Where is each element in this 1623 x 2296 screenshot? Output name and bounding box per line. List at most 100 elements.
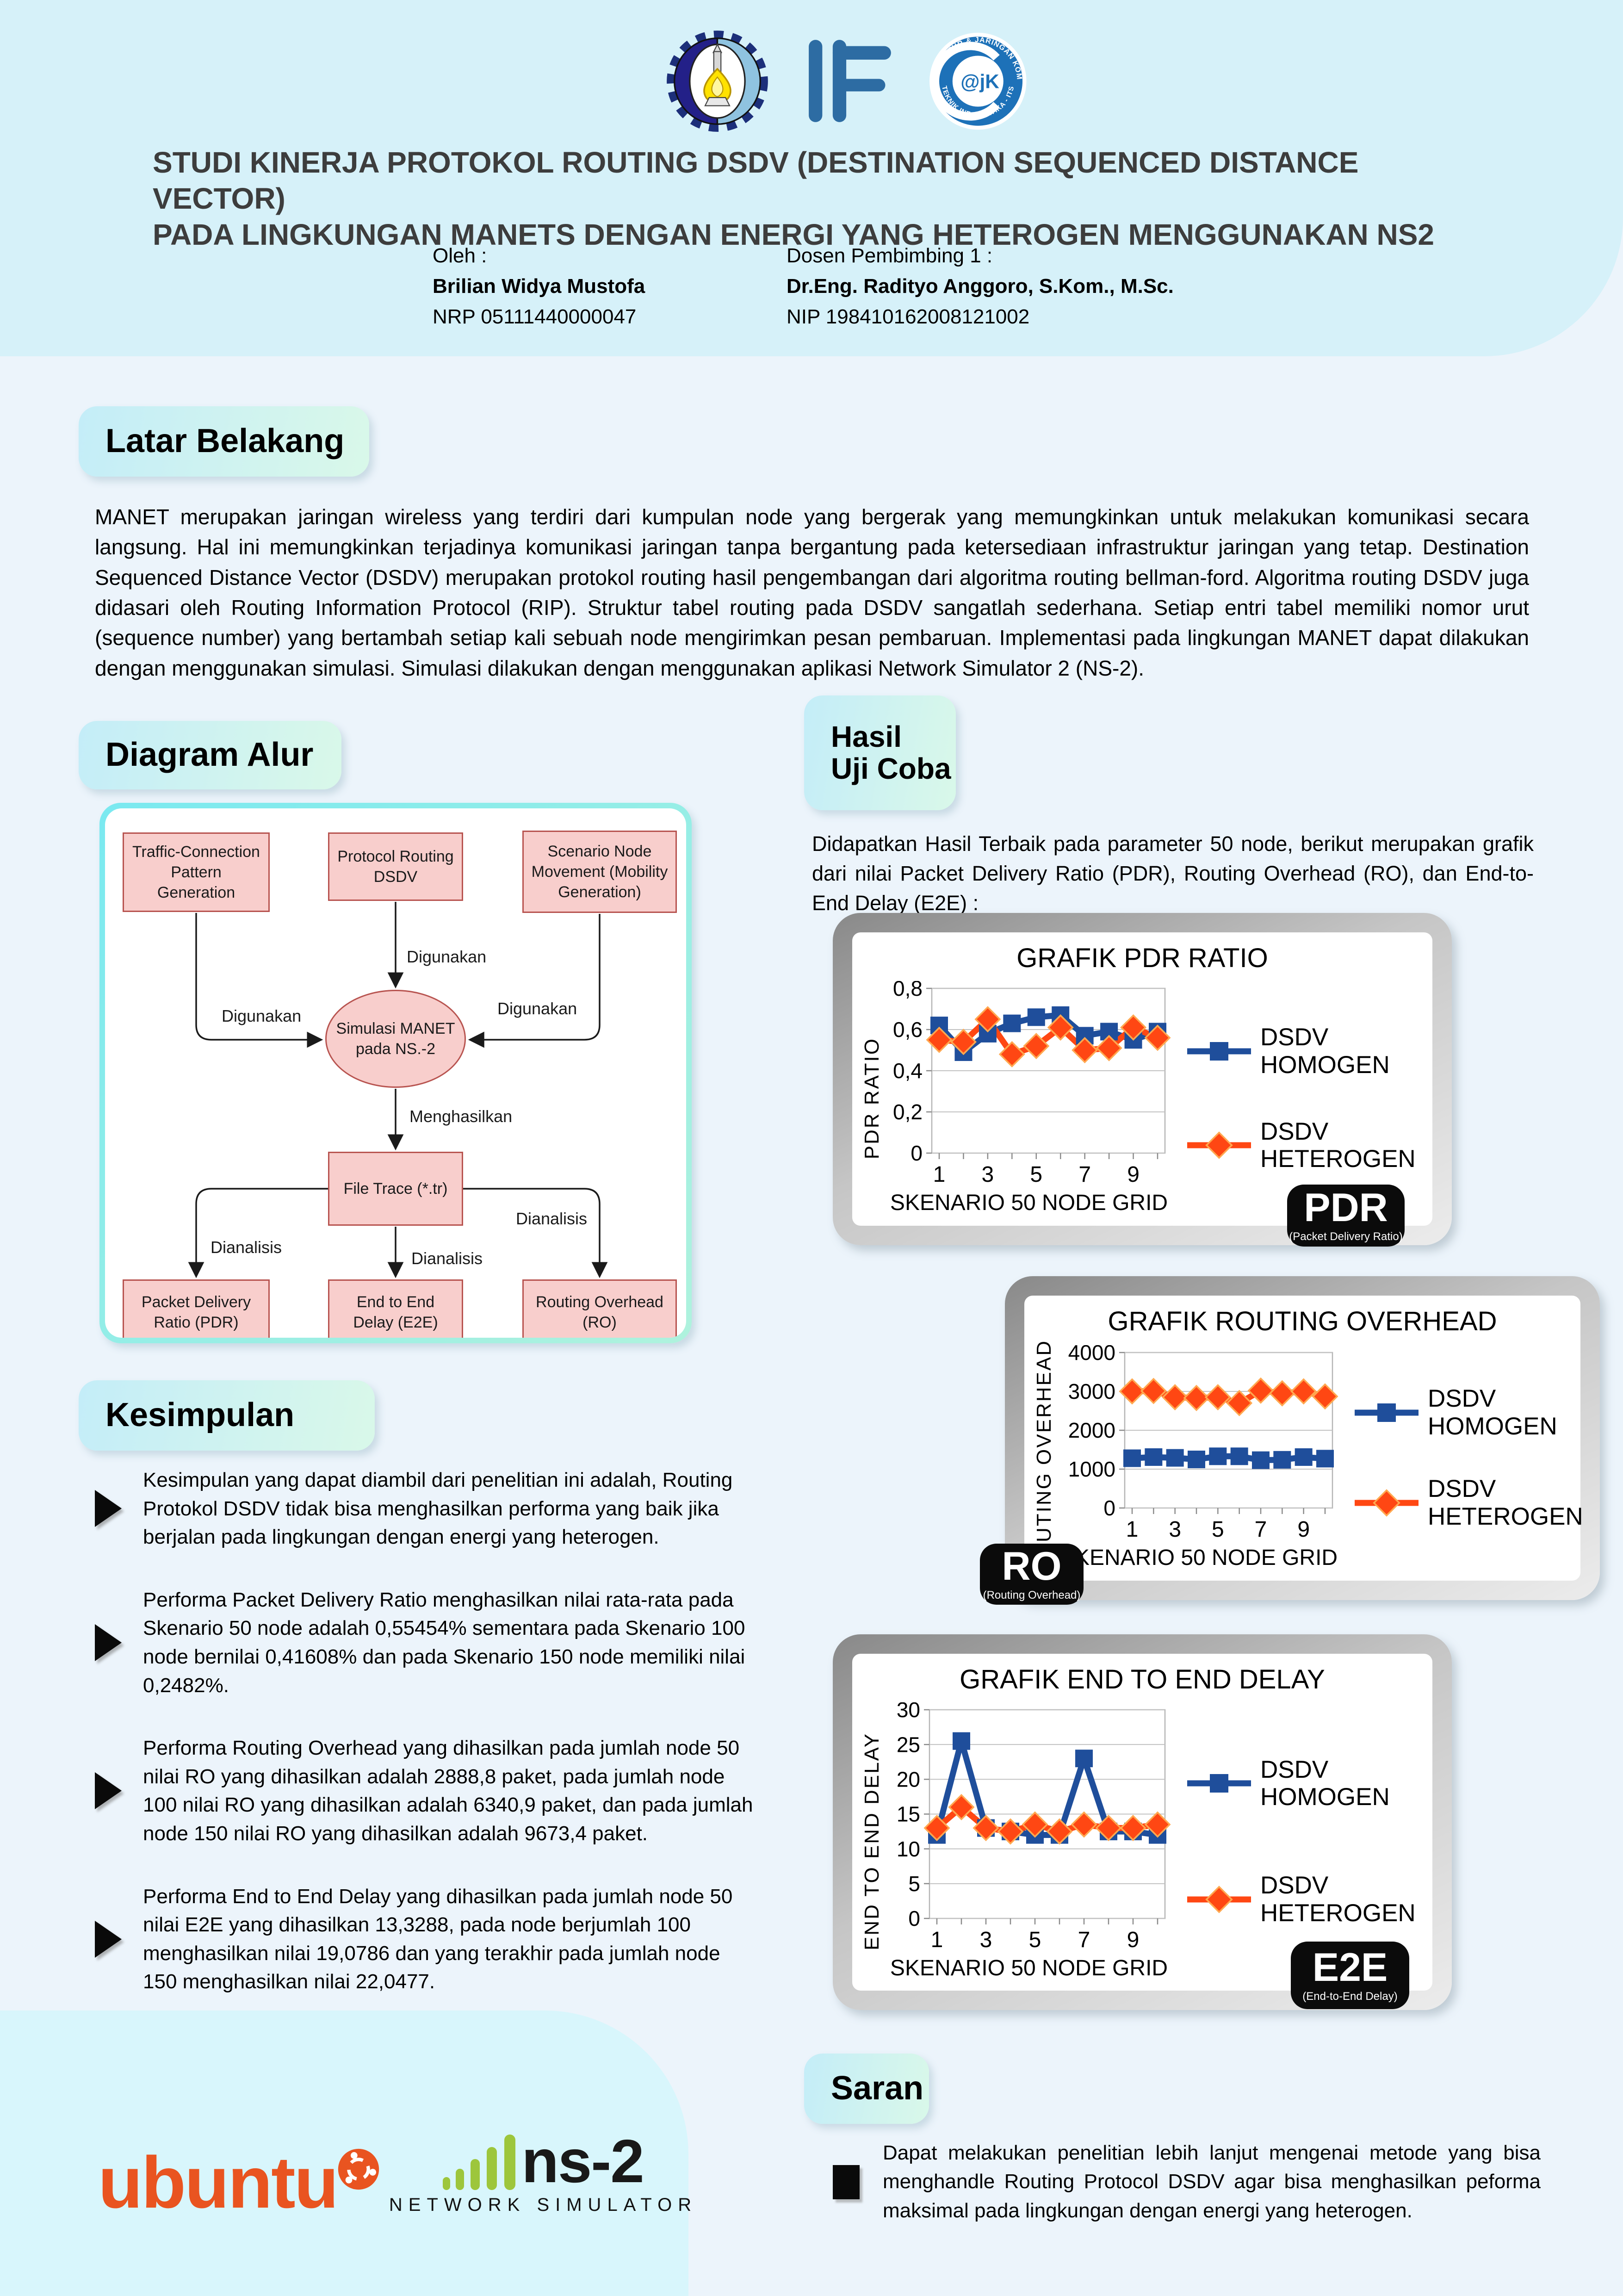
legend-item: DSDV HOMOGEN (1184, 1756, 1426, 1811)
flow-edge-label: Dianalisis (411, 1249, 483, 1268)
bullet-square-icon (833, 2165, 860, 2199)
svg-text:7: 7 (1078, 1928, 1090, 1952)
section-heading-latar-belakang: Latar Belakang (79, 406, 369, 477)
svg-text:4000: 4000 (1068, 1345, 1115, 1365)
svg-text:0: 0 (911, 1141, 923, 1165)
svg-text:2000: 2000 (1068, 1418, 1115, 1442)
svg-text:0: 0 (908, 1906, 920, 1930)
chart-routing-overhead: GRAFIK ROUTING OVERHEAD ROUTING OVERHEAD… (1005, 1276, 1600, 1600)
its-logo-icon (667, 30, 768, 132)
svg-text:15: 15 (897, 1802, 920, 1826)
saran-item: Dapat melakukan penelitian lebih lanjut … (833, 2139, 1541, 2225)
flow-node-ro: Routing Overhead (RO) (522, 1279, 677, 1338)
svg-text:1: 1 (931, 1928, 943, 1952)
section-heading-hasil-uji-coba: Hasil Uji Coba (804, 695, 956, 810)
flow-edge-label: Digunakan (222, 1006, 302, 1025)
svg-text:5: 5 (1212, 1517, 1224, 1542)
hasil-body: Didapatkan Hasil Terbaik pada parameter … (812, 832, 1534, 915)
advisor-label: Dosen Pembimbing 1 : (787, 244, 993, 267)
chart-plot: 0 1000 2000 3000 4000 1 3 5 7 9 (1068, 1345, 1338, 1542)
list-item: Performa End to End Delay yang dihasilka… (95, 1882, 756, 1996)
svg-text:3000: 3000 (1068, 1379, 1115, 1403)
flow-node-e2e: End to End Delay (E2E) (328, 1279, 463, 1338)
section-heading-saran: Saran (804, 2054, 929, 2124)
bullet-triangle-icon (95, 1490, 122, 1527)
section-heading-kesimpulan: Kesimpulan (79, 1380, 375, 1451)
legend-marker-diamond (1355, 1489, 1419, 1517)
svg-text:9: 9 (1127, 1162, 1140, 1187)
svg-text:0: 0 (1103, 1496, 1115, 1520)
bullet-triangle-icon (95, 1920, 122, 1958)
svg-text:5: 5 (1029, 1928, 1041, 1952)
svg-text:1: 1 (1126, 1517, 1139, 1542)
ns2-subtitle: NETWORK SIMULATOR (389, 2195, 698, 2215)
flow-edge-label: Dianalisis (516, 1209, 588, 1228)
list-item: Kesimpulan yang dapat diambil dari penel… (95, 1466, 756, 1551)
legend-marker-diamond (1187, 1131, 1251, 1160)
legend-item: DSDV HOMOGEN (1352, 1385, 1574, 1440)
svg-text:0,4: 0,4 (893, 1059, 923, 1083)
y-axis-label: END TO END DELAY (861, 1732, 883, 1950)
svg-text:20: 20 (897, 1767, 920, 1791)
page-title-line2: PADA LINGKUNGAN MANETS DENGAN ENERGI YAN… (153, 218, 1434, 252)
svg-text:0,2: 0,2 (893, 1100, 923, 1124)
svg-text:0,8: 0,8 (893, 981, 923, 1000)
ubuntu-wordmark: ubuntu (98, 2142, 339, 2223)
chart-pdr-ratio: GRAFIK PDR RATIO PDR RATIO 0 0,2 0,4 0,6 0,8… (833, 913, 1452, 1245)
legend-marker-square (1187, 1774, 1251, 1793)
flowchart: Traffic-Connection Pattern Generation Pr… (99, 803, 692, 1343)
chart-legend: DSDV HOMOGEN DSDV HETEROGEN (1172, 976, 1426, 1220)
flow-edge-label: Dianalisis (211, 1238, 282, 1257)
svg-text:25: 25 (897, 1732, 920, 1756)
bullet-triangle-icon (95, 1624, 122, 1661)
logo-row: @jK LAB. ARSITEKTUR & JARINGAN KOMPUTER … (666, 23, 1027, 139)
svg-text:9: 9 (1297, 1517, 1310, 1542)
bullet-triangle-icon (95, 1772, 122, 1810)
chart-legend: DSDV HOMOGEN DSDV HETEROGEN (1172, 1698, 1426, 1985)
ns2-logo: ns-2 NETWORK SIMULATOR (389, 2127, 691, 2215)
svg-text:30: 30 (897, 1702, 920, 1722)
chart-title: GRAFIK END TO END DELAY (960, 1664, 1325, 1694)
ns2-signal-bars-icon (443, 2135, 516, 2191)
svg-text:1: 1 (933, 1162, 946, 1187)
badge-pdr: PDR (Packet Delivery Ratio) (1287, 1185, 1405, 1247)
x-axis-label: SKENARIO 50 NODE GRID (890, 1955, 1168, 1980)
flow-node-pdr: Packet Delivery Ratio (PDR) (123, 1279, 270, 1338)
svg-text:5: 5 (1030, 1162, 1042, 1187)
flow-node-protocol: Protocol Routing DSDV (328, 832, 463, 901)
flow-node-simulasi: Simulasi MANET pada NS.-2 (325, 990, 466, 1088)
author-nrp: NRP 05111440000047 (433, 305, 637, 328)
ubuntu-logo: ubuntu (98, 2146, 380, 2219)
section-heading-diagram-alur: Diagram Alur (79, 721, 341, 789)
advisor-name: Dr.Eng. Radityo Anggoro, S.Kom., M.Sc. (787, 275, 1174, 298)
list-item: Performa Packet Delivery Ratio menghasil… (95, 1586, 756, 1700)
chart-end-to-end-delay: GRAFIK END TO END DELAY END TO END DELAY… (833, 1634, 1452, 2010)
chart-title: GRAFIK ROUTING OVERHEAD (1108, 1306, 1497, 1336)
flowchart-canvas: Traffic-Connection Pattern Generation Pr… (105, 808, 686, 1338)
svg-text:3: 3 (1169, 1517, 1181, 1542)
svg-text:9: 9 (1127, 1928, 1140, 1952)
flowchart-arrows (188, 902, 608, 1278)
page-title-line1: STUDI KINERJA PROTOKOL ROUTING DSDV (DES… (153, 146, 1359, 216)
badge-e2e: E2E (End-to-End Delay) (1291, 1942, 1409, 2009)
badge-ro: RO (Routing Overhead) (980, 1544, 1084, 1605)
advisor-block: Dosen Pembimbing 1 : Dr.Eng. Radityo Ang… (787, 241, 1174, 332)
ns2-wordmark: ns-2 (521, 2127, 644, 2195)
latar-belakang-body: MANET merupakan jaringan wireless yang t… (95, 505, 1529, 680)
author-name: Brilian Widya Mustofa (433, 275, 645, 298)
svg-text:0,6: 0,6 (893, 1018, 923, 1042)
flow-edge-label: Digunakan (497, 999, 577, 1018)
author-block: Oleh : Brilian Widya Mustofa NRP 0511144… (433, 241, 645, 332)
svg-text:3: 3 (980, 1928, 992, 1952)
y-axis-label: PDR RATIO (861, 1037, 883, 1160)
page-title: STUDI KINERJA PROTOKOL ROUTING DSDV (DES… (153, 144, 1494, 253)
flow-node-filetrace: File Trace (*.tr) (328, 1152, 463, 1226)
x-axis-label: SKENARIO 50 NODE GRID (890, 1191, 1168, 1215)
chart-title: GRAFIK PDR RATIO (1016, 943, 1268, 973)
if-logo-icon (809, 40, 891, 122)
list-item: Performa Routing Overhead yang dihasilka… (95, 1734, 756, 1848)
legend-marker-square (1355, 1403, 1419, 1422)
flow-node-traffic: Traffic-Connection Pattern Generation (123, 832, 270, 912)
svg-text:7: 7 (1078, 1162, 1091, 1187)
kesimpulan-list: Kesimpulan yang dapat diambil dari penel… (95, 1466, 756, 1996)
